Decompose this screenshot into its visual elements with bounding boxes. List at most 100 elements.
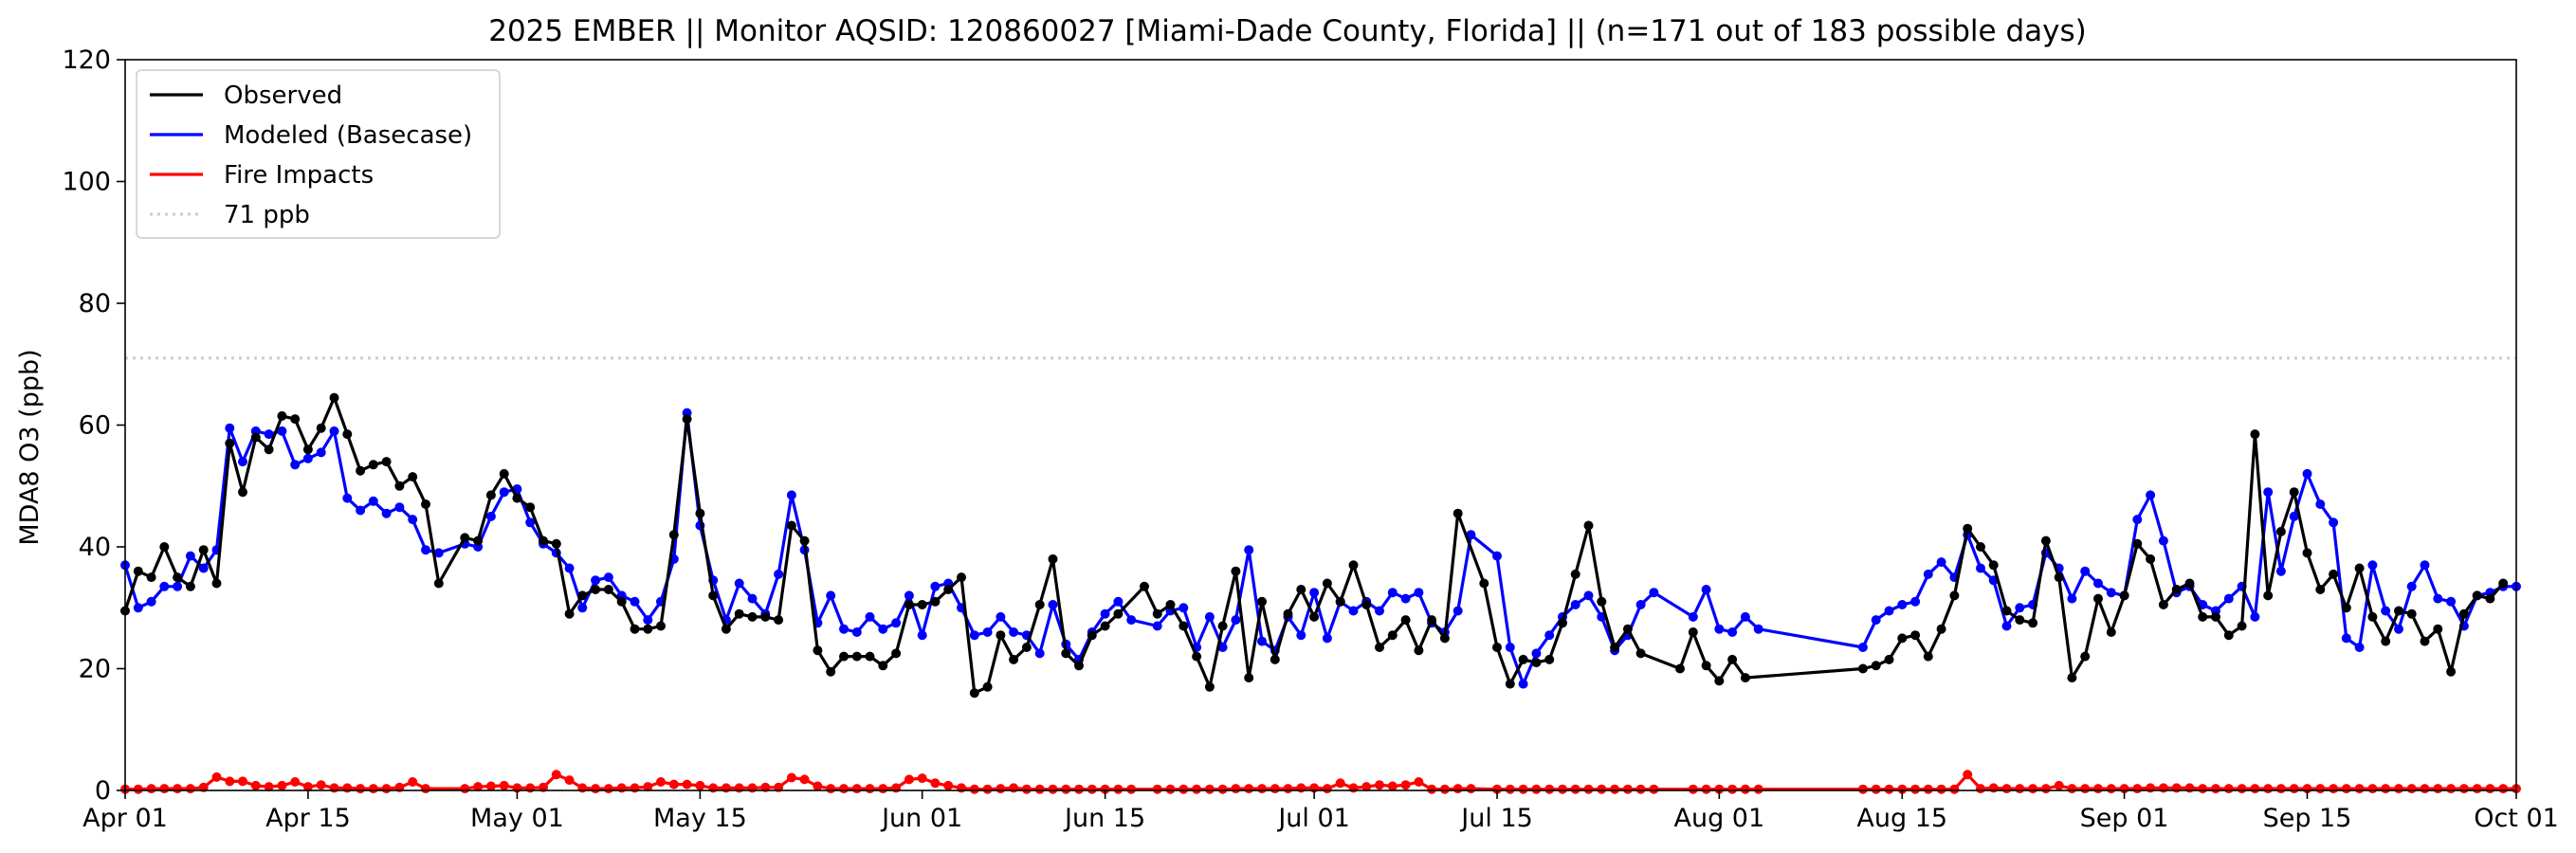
data-point-fire-impacts — [1414, 777, 1424, 787]
data-point-modeled-basecase — [1113, 596, 1124, 607]
data-point-observed — [185, 581, 195, 591]
data-point-modeled-basecase — [1897, 600, 1908, 609]
data-point-observed — [1949, 590, 1960, 601]
data-point-observed — [2198, 611, 2208, 622]
data-point-observed — [329, 392, 339, 403]
data-point-observed — [1570, 569, 1580, 579]
data-point-observed — [1217, 621, 1228, 631]
data-point-modeled-basecase — [1727, 627, 1738, 637]
data-point-fire-impacts — [2354, 784, 2365, 794]
data-point-modeled-basecase — [1414, 588, 1424, 598]
data-point-modeled-basecase — [1452, 606, 1463, 616]
data-point-fire-impacts — [603, 784, 613, 794]
data-point-fire-impacts — [1087, 784, 1097, 794]
data-point-observed — [2237, 621, 2247, 631]
data-point-observed — [408, 472, 418, 482]
data-point-observed — [1923, 651, 1933, 662]
data-point-observed — [1387, 630, 1398, 641]
data-point-observed — [1257, 596, 1267, 607]
x-tick-label: Jul 15 — [1459, 804, 1533, 833]
data-point-fire-impacts — [2106, 784, 2116, 794]
data-point-observed — [904, 600, 914, 609]
data-point-observed — [1936, 624, 1946, 634]
data-point-fire-impacts — [2132, 784, 2143, 794]
data-point-observed — [1597, 596, 1607, 607]
data-point-observed — [826, 666, 836, 677]
data-point-observed — [1309, 611, 1320, 622]
x-tick-label: Jun 15 — [1063, 804, 1145, 833]
data-point-modeled-basecase — [198, 563, 209, 573]
data-point-modeled-basecase — [316, 447, 326, 458]
data-point-observed — [630, 624, 640, 634]
data-point-observed — [316, 423, 326, 433]
data-point-fire-impacts — [1387, 781, 1398, 791]
data-point-fire-impacts — [1701, 784, 1711, 794]
data-point-modeled-basecase — [1936, 557, 1946, 568]
data-point-observed — [525, 502, 536, 513]
data-point-observed — [2158, 600, 2168, 609]
data-point-fire-impacts — [2093, 784, 2103, 794]
data-point-observed — [1348, 560, 1359, 571]
data-point-modeled-basecase — [225, 423, 235, 433]
data-point-modeled-basecase — [499, 487, 509, 498]
data-point-fire-impacts — [2015, 784, 2025, 794]
data-point-modeled-basecase — [381, 508, 392, 518]
data-point-observed — [969, 688, 979, 699]
data-point-fire-impacts — [421, 784, 430, 794]
data-point-observed — [1479, 578, 1489, 589]
data-point-observed — [760, 611, 771, 622]
data-point-fire-impacts — [1074, 784, 1084, 794]
data-point-observed — [774, 615, 784, 626]
data-point-observed — [1452, 508, 1463, 518]
data-point-modeled-basecase — [185, 551, 195, 561]
data-point-observed — [1009, 654, 1019, 664]
data-point-fire-impacts — [2198, 784, 2208, 794]
data-point-observed — [1427, 615, 1437, 626]
data-point-fire-impacts — [2289, 784, 2299, 794]
data-point-fire-impacts — [1466, 784, 1476, 794]
data-point-observed — [539, 535, 548, 546]
data-point-fire-impacts — [2485, 784, 2495, 794]
data-point-observed — [473, 535, 484, 546]
data-point-fire-impacts — [564, 775, 575, 786]
data-point-observed — [2354, 563, 2365, 573]
data-point-fire-impacts — [1714, 784, 1725, 794]
data-point-modeled-basecase — [2106, 588, 2116, 598]
data-point-observed — [1727, 654, 1738, 664]
data-point-modeled-basecase — [917, 630, 927, 641]
data-point-observed — [2446, 666, 2457, 677]
data-point-fire-impacts — [1126, 784, 1137, 794]
data-point-modeled-basecase — [1857, 643, 1868, 652]
y-tick-label: 120 — [62, 45, 111, 75]
data-point-modeled-basecase — [421, 545, 430, 555]
data-point-modeled-basecase — [969, 630, 979, 641]
data-point-fire-impacts — [1649, 784, 1659, 794]
data-point-observed — [250, 432, 261, 443]
data-point-modeled-basecase — [302, 453, 313, 463]
data-point-observed — [982, 681, 993, 692]
data-point-observed — [1061, 648, 1071, 659]
data-point-modeled-basecase — [996, 611, 1006, 622]
data-point-modeled-basecase — [2067, 593, 2077, 604]
series-modeled-basecase — [120, 408, 2521, 689]
data-point-observed — [2040, 535, 2051, 546]
data-point-fire-impacts — [799, 774, 810, 785]
data-point-observed — [460, 533, 470, 543]
data-point-observed — [1439, 633, 1450, 644]
data-point-fire-impacts — [2146, 783, 2156, 793]
data-point-fire-impacts — [485, 781, 496, 791]
data-point-fire-impacts — [721, 783, 731, 793]
data-point-modeled-basecase — [865, 611, 875, 622]
data-point-modeled-basecase — [2315, 499, 2326, 509]
y-tick-label: 60 — [79, 411, 111, 441]
data-point-observed — [1140, 581, 1149, 591]
data-point-observed — [930, 596, 941, 607]
data-point-fire-impacts — [695, 780, 705, 790]
data-point-modeled-basecase — [1583, 590, 1594, 601]
data-point-observed — [2394, 606, 2403, 616]
data-point-modeled-basecase — [2146, 490, 2156, 500]
data-point-fire-impacts — [473, 782, 484, 792]
y-tick-label: 40 — [79, 533, 111, 562]
x-tick-label: Apr 15 — [265, 804, 351, 833]
